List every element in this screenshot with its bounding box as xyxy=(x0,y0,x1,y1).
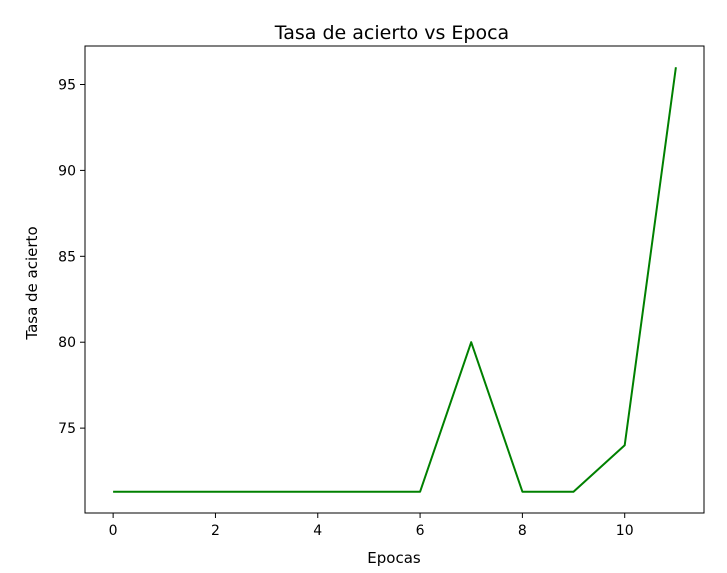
x-tick-label: 2 xyxy=(211,523,220,539)
x-tick-label: 6 xyxy=(416,523,425,539)
y-tick-label: 95 xyxy=(58,77,76,93)
x-tick-label: 10 xyxy=(616,523,634,539)
plot-frame xyxy=(84,45,705,514)
y-tick-label: 80 xyxy=(58,335,76,351)
y-tick-label: 90 xyxy=(58,163,76,179)
y-axis: 75 80 85 90 95 xyxy=(58,77,85,437)
x-tick-label: 8 xyxy=(518,523,527,539)
x-axis: 0 2 4 6 8 10 xyxy=(109,513,634,539)
x-tick-label: 4 xyxy=(313,523,322,539)
y-axis-label: Tasa de acierto xyxy=(23,226,41,340)
series-layer xyxy=(113,67,677,493)
x-axis-label: Epocas xyxy=(367,549,421,567)
y-tick-label: 75 xyxy=(58,421,76,437)
x-tick-label: 0 xyxy=(109,523,118,539)
chart-title: Tasa de acierto vs Epoca xyxy=(274,22,509,44)
series-line xyxy=(113,67,677,493)
plot-area: 75 80 85 90 95 0 2 4 6 8 10 xyxy=(58,45,705,539)
y-tick-label: 85 xyxy=(58,249,76,265)
